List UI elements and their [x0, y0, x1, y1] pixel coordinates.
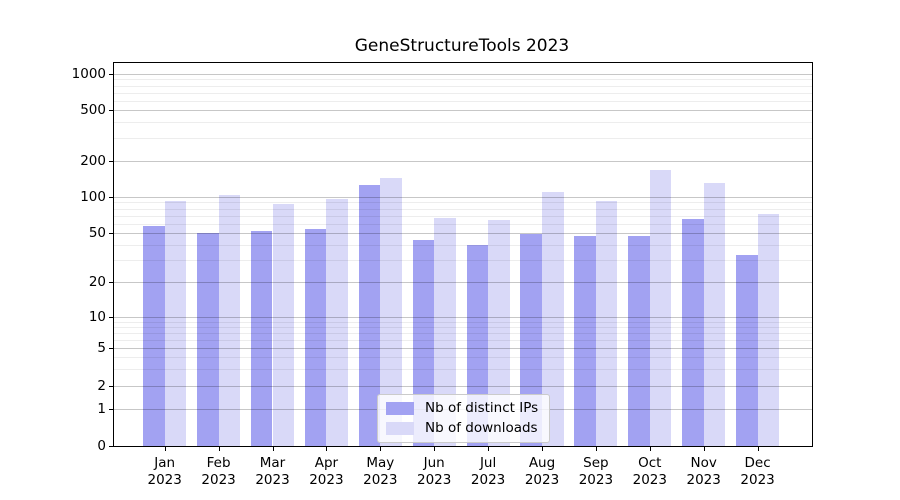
- bar-downloads-dec: [757, 214, 780, 446]
- legend: Nb of distinct IPs Nb of downloads: [377, 394, 551, 443]
- legend-item-distinct-ips: Nb of distinct IPs: [386, 401, 538, 416]
- y-axis-tick-label: 2: [97, 378, 106, 394]
- x-tick-mark: [757, 447, 759, 451]
- x-tick-mark: [703, 447, 705, 451]
- bar-ips-may: [358, 184, 381, 446]
- y-tick-mark: [109, 109, 113, 111]
- x-tick-mark: [272, 447, 274, 451]
- x-tick-mark: [218, 447, 220, 451]
- y-axis-tick-label: 500: [80, 102, 106, 118]
- bar-downloads-oct: [649, 170, 672, 446]
- x-axis-tick-label: Aug 2023: [524, 455, 560, 488]
- bar-ips-sep: [574, 236, 596, 446]
- x-axis-tick-label: Apr 2023: [309, 455, 344, 488]
- bar-ips-nov: [682, 218, 704, 446]
- y-axis-tick-label: 0: [97, 438, 106, 454]
- y-axis-tick-label: 200: [80, 153, 106, 169]
- y-axis-tick-label: 5: [97, 340, 106, 356]
- legend-label: Nb of downloads: [425, 420, 538, 436]
- x-tick-mark: [649, 447, 651, 451]
- bar-downloads-nov: [703, 182, 726, 446]
- bar-ips-dec: [736, 255, 758, 446]
- x-axis-tick-label: May 2023: [363, 455, 398, 488]
- legend-swatch: [386, 402, 414, 415]
- y-axis-tick-label: 1000: [71, 66, 106, 82]
- y-tick-mark: [109, 281, 113, 283]
- bar-downloads-mar: [272, 204, 295, 446]
- bar-downloads-jul: [488, 220, 510, 446]
- y-axis-tick-label: 100: [80, 189, 106, 205]
- y-tick-mark: [109, 385, 113, 387]
- x-tick-mark: [595, 447, 597, 451]
- y-tick-mark: [109, 408, 113, 410]
- bar-ips-apr: [304, 229, 327, 446]
- x-tick-mark: [434, 447, 436, 451]
- bar-downloads-feb: [218, 195, 241, 446]
- bar-ips-feb: [197, 233, 219, 446]
- plot-area: 0 1 2 5 10 20 50 100 200 500 1000 Jan 2023 Feb 2023…: [72, 62, 813, 488]
- y-axis-tick-label: 1: [97, 401, 106, 417]
- x-axis-tick-label: Feb 2023: [201, 455, 236, 488]
- y-tick-mark: [109, 73, 113, 75]
- y-tick-mark: [109, 445, 113, 447]
- x-axis-tick-label: Jul 2023: [470, 455, 506, 488]
- y-axis-tick-label: 50: [88, 225, 106, 241]
- bars-layer: [114, 63, 812, 446]
- x-axis-tick-label: Oct 2023: [632, 455, 667, 488]
- x-axis-tick-label: Jun 2023: [417, 455, 452, 488]
- chart-title: GeneStructureTools 2023: [354, 36, 570, 56]
- y-tick-mark: [109, 316, 113, 318]
- y-axis-tick-label: 10: [88, 309, 106, 325]
- x-tick-mark: [164, 447, 166, 451]
- x-axis-tick-label: Mar 2023: [255, 455, 290, 488]
- legend-item-downloads: Nb of downloads: [386, 421, 538, 436]
- bar-ips-oct: [628, 236, 650, 446]
- y-axis-tick-label: 20: [88, 274, 106, 290]
- y-tick-mark: [109, 160, 113, 162]
- bar-downloads-jun: [434, 217, 456, 446]
- x-axis-tick-label: Dec 2023: [740, 455, 775, 488]
- bar-downloads-apr: [326, 199, 348, 446]
- x-tick-mark: [326, 447, 328, 451]
- x-axis-tick-label: Sep 2023: [578, 455, 614, 488]
- x-tick-mark: [488, 447, 490, 451]
- bar-ips-aug: [520, 234, 542, 446]
- x-axis-tick-label: Jan 2023: [147, 455, 182, 488]
- bar-ips-jan: [143, 226, 165, 446]
- bar-downloads-aug: [542, 191, 564, 446]
- y-tick-mark: [109, 232, 113, 234]
- bar-downloads-jan: [164, 201, 187, 446]
- x-tick-mark: [542, 447, 543, 451]
- y-tick-mark: [109, 196, 113, 198]
- y-tick-mark: [109, 347, 113, 349]
- legend-label: Nb of distinct IPs: [425, 400, 539, 416]
- legend-swatch: [386, 422, 414, 435]
- x-tick-mark: [380, 447, 382, 451]
- bar-downloads-may: [380, 178, 402, 446]
- x-axis-tick-label: Nov 2023: [686, 455, 721, 488]
- bar-downloads-sep: [595, 200, 618, 446]
- bar-ips-mar: [250, 230, 273, 446]
